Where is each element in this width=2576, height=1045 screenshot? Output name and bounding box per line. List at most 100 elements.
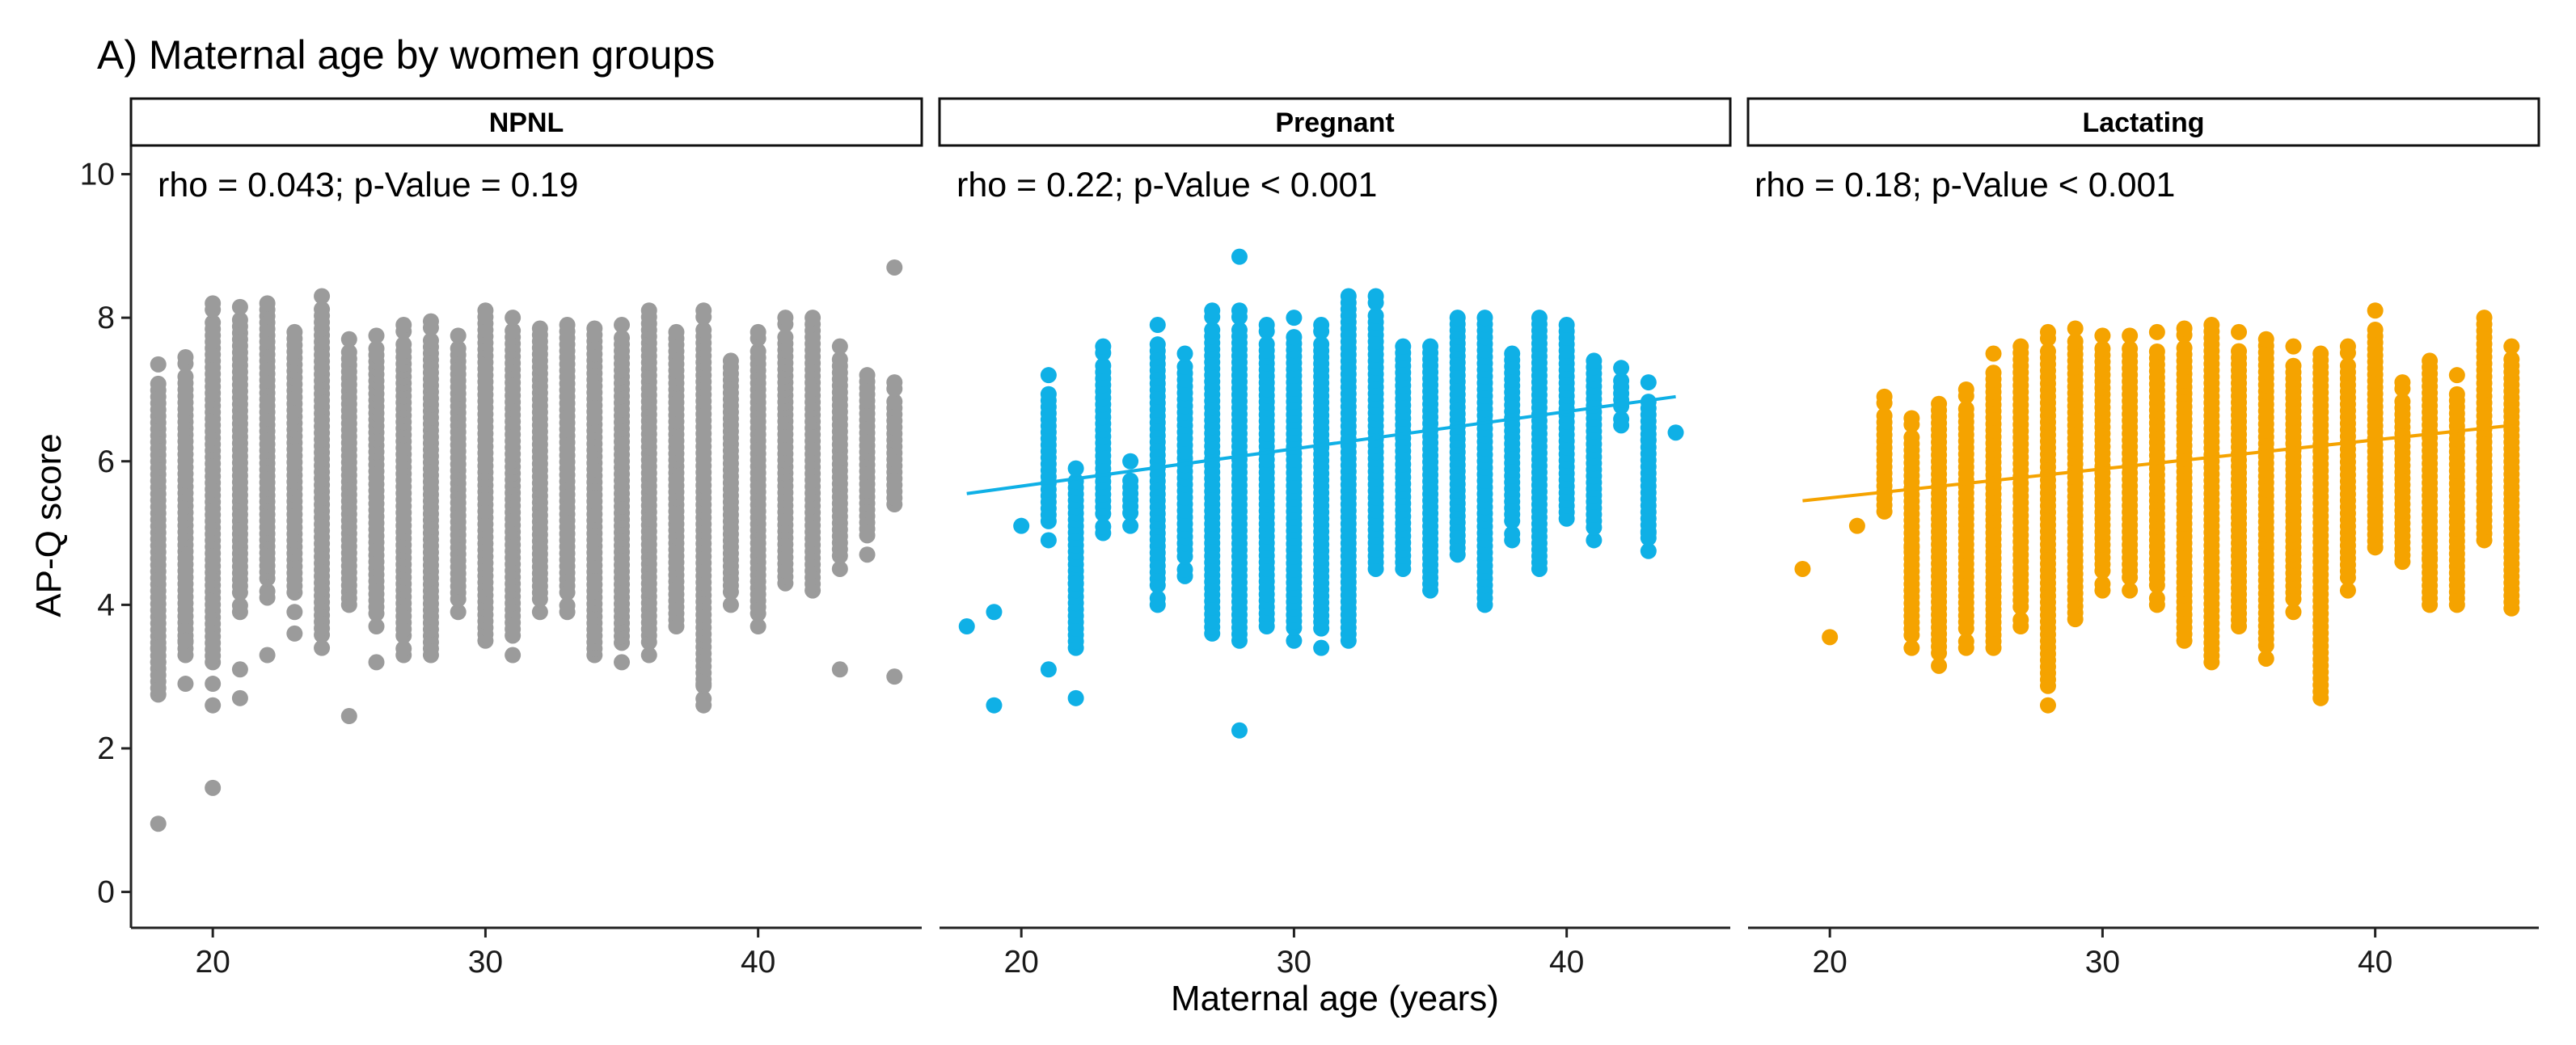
data-point-pregnant [1258, 335, 1275, 352]
data-point-npnl [831, 661, 848, 678]
strip-lactating [1746, 97, 2540, 147]
data-point-pregnant [1640, 542, 1657, 559]
data-point-npnl [205, 314, 222, 331]
data-point-npnl [231, 298, 248, 315]
panel-lactating: Lactating rho = 0.18; p-Value < 0.001 20… [1746, 97, 2540, 980]
data-point-npnl [586, 320, 603, 337]
data-point-pregnant [1667, 424, 1684, 441]
points-pregnant [958, 248, 1684, 739]
data-point-lactating [2094, 575, 2111, 592]
y-tick-label: 4 [97, 588, 115, 622]
data-point-npnl [804, 310, 821, 327]
data-point-npnl [395, 336, 412, 353]
data-point-lactating [2448, 386, 2465, 402]
data-point-npnl [205, 676, 222, 693]
data-point-npnl [614, 330, 631, 347]
x-tick-label-lactating: 20 [1812, 945, 1847, 980]
data-point-pregnant [958, 618, 975, 635]
data-point-lactating [1931, 657, 1948, 674]
y-ticks: 0 2 4 6 8 10 [80, 158, 131, 910]
data-point-lactating [1931, 575, 1948, 592]
x-tick-label-npnl: 20 [195, 945, 230, 980]
data-point-lactating [2148, 323, 2165, 340]
data-point-lactating [2503, 338, 2520, 355]
data-point-npnl [640, 647, 657, 664]
data-point-lactating [1957, 633, 1974, 650]
data-point-lactating [2285, 357, 2302, 374]
data-point-lactating [2503, 351, 2520, 368]
data-point-pregnant [1640, 432, 1657, 449]
data-point-pregnant [1476, 310, 1493, 327]
data-point-npnl [286, 625, 303, 642]
data-point-lactating [2067, 320, 2084, 337]
panel-pregnant: Pregnant rho = 0.22; p-Value < 0.001 20 3… [938, 97, 1732, 980]
data-point-lactating [2067, 333, 2084, 350]
data-point-pregnant [1122, 472, 1139, 489]
data-point-npnl [722, 352, 739, 369]
data-point-pregnant [1204, 302, 1221, 319]
data-point-pregnant [1286, 329, 1303, 346]
data-point-pregnant [1258, 317, 1275, 334]
data-point-lactating [2367, 302, 2384, 319]
data-point-lactating [2339, 357, 2356, 374]
data-point-npnl [150, 654, 167, 671]
data-point-lactating [2012, 611, 2029, 628]
data-point-pregnant [1640, 374, 1657, 391]
data-point-lactating [2176, 320, 2193, 337]
strip-label-lactating: Lactating [2082, 107, 2204, 138]
data-point-lactating [2231, 323, 2248, 340]
data-point-npnl [559, 317, 576, 334]
data-point-pregnant [1613, 360, 1630, 377]
data-point-pregnant [1613, 373, 1630, 390]
x-ticks-pregnant: 20 30 40 [1003, 928, 1584, 980]
data-point-lactating [2148, 343, 2165, 360]
data-point-lactating [1903, 639, 1920, 656]
data-point-npnl [231, 311, 248, 328]
data-point-lactating [2422, 352, 2439, 369]
x-tick-label-pregnant: 30 [1277, 945, 1311, 980]
data-point-npnl [505, 310, 522, 327]
data-point-pregnant [1449, 310, 1466, 327]
data-point-pregnant [1176, 561, 1193, 578]
data-point-npnl [831, 560, 848, 577]
y-tick-label: 8 [97, 301, 115, 335]
data-point-pregnant [1067, 689, 1084, 706]
data-point-pregnant [1422, 338, 1439, 355]
data-point-npnl [505, 322, 522, 339]
data-point-pregnant [1095, 357, 1112, 374]
data-point-lactating [2122, 340, 2139, 357]
data-point-lactating [2257, 331, 2274, 348]
data-point-npnl [450, 340, 467, 357]
data-point-npnl [777, 329, 794, 346]
x-tick-label-npnl: 40 [741, 945, 775, 980]
data-point-npnl [668, 323, 685, 340]
data-point-lactating [2339, 582, 2356, 599]
points-npnl [150, 259, 903, 832]
data-point-lactating [2176, 339, 2193, 356]
data-point-pregnant [1286, 310, 1303, 327]
data-point-npnl [340, 343, 357, 360]
data-point-npnl [614, 654, 631, 671]
data-point-pregnant [1586, 352, 1603, 369]
points-lactating [1794, 302, 2520, 714]
data-point-pregnant [1395, 338, 1412, 355]
data-point-npnl [886, 668, 903, 685]
chart-title: A) Maternal age by women groups [97, 32, 715, 78]
data-point-pregnant [1313, 335, 1330, 352]
data-point-pregnant [1640, 525, 1657, 541]
data-point-pregnant [1558, 317, 1575, 334]
x-tick-label-lactating: 30 [2085, 945, 2120, 980]
data-point-npnl [177, 676, 194, 693]
data-point-lactating [2339, 338, 2356, 355]
data-point-pregnant [1095, 338, 1112, 355]
data-point-npnl [777, 310, 794, 327]
strip-pregnant [938, 97, 1732, 147]
data-point-npnl [831, 338, 848, 355]
data-point-lactating [1903, 539, 1920, 556]
data-point-npnl [177, 348, 194, 365]
data-point-pregnant [1176, 345, 1193, 362]
data-point-npnl [477, 302, 494, 319]
data-point-pregnant [1504, 345, 1521, 362]
data-point-npnl [695, 676, 712, 693]
data-point-pregnant [1122, 517, 1139, 534]
